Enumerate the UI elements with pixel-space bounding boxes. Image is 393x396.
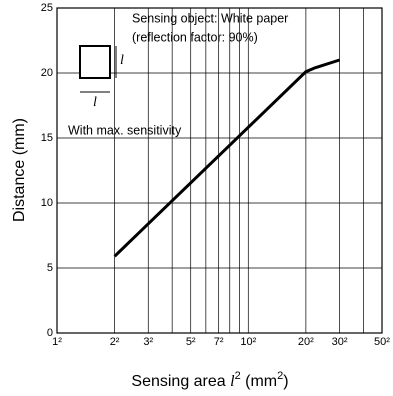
x-axis-label-part: l [230, 373, 235, 390]
inset-square [79, 45, 111, 79]
annotation: (reflection factor: 90%) [132, 30, 258, 44]
x-tick-label: 20² [298, 336, 314, 348]
inset-label: l [93, 95, 97, 110]
x-tick-label: 5² [186, 336, 196, 348]
plot-frame [56, 7, 383, 334]
x-tick-label: 1² [52, 336, 62, 348]
y-tick-label: 5 [47, 262, 53, 274]
x-tick-label: 30² [332, 336, 348, 348]
x-axis-label-part: 2 [235, 370, 241, 382]
x-tick-label: 3² [143, 336, 153, 348]
x-tick-label: 50² [374, 336, 390, 348]
x-axis-label-part: Sensing area [131, 373, 230, 390]
y-tick-label: 20 [41, 67, 53, 79]
y-axis-label: Distance (mm) [11, 118, 28, 222]
y-tick-label: 15 [41, 132, 53, 144]
annotation: Sensing object: White paper [132, 11, 288, 25]
inset-label: l [120, 53, 124, 68]
data-line [113, 58, 341, 258]
x-tick-label: 7² [214, 336, 224, 348]
y-tick-label: 10 [41, 197, 53, 209]
x-tick-label: 10² [240, 336, 256, 348]
x-axis-label: Sensing area l2 (mm2) [131, 370, 288, 390]
x-axis-label-part: (mm [241, 373, 277, 390]
x-axis-label-part: ) [283, 373, 288, 390]
y-tick-label: 0 [47, 327, 53, 339]
x-axis-label-part: 2 [277, 370, 283, 382]
annotation: With max. sensitivity [68, 123, 182, 137]
y-tick-label: 25 [41, 2, 53, 14]
x-tick-label: 2² [110, 336, 120, 348]
